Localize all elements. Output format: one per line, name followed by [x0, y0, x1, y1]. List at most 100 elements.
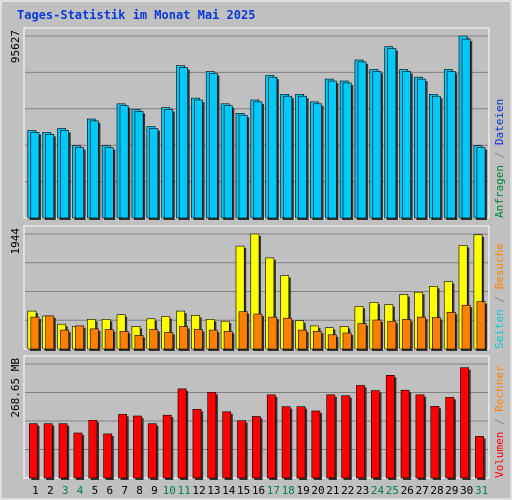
kbytes-bar [207, 391, 217, 479]
kbytes-bar [475, 436, 484, 479]
day-label: 3 [62, 484, 69, 497]
kbytes-bar [103, 433, 113, 479]
visits-bar [476, 301, 486, 350]
day-label: 10 [163, 484, 176, 497]
day-label: 5 [92, 484, 99, 497]
visits-bar [312, 330, 322, 350]
kbytes-bar [460, 367, 469, 479]
kbytes-bar [192, 408, 202, 479]
kbytes-bar [415, 394, 425, 479]
files-bar [75, 147, 84, 219]
visits-bar [238, 311, 248, 350]
visits-bar [60, 329, 69, 350]
kbytes-bar [266, 394, 276, 479]
side-legend: Volumen / Rechner [493, 365, 506, 478]
day-label: 23 [356, 484, 369, 497]
day-label: 22 [341, 484, 354, 497]
visits-bar [104, 329, 114, 350]
chart-panels: 95627 1944 268.65 MB Anfragen / Dateien Seit… [9, 27, 506, 480]
max-label: 1944 [9, 228, 22, 255]
kbytes-bar [43, 423, 53, 479]
files-bar [60, 130, 69, 219]
visits-bar [327, 334, 337, 350]
files-bar [89, 120, 99, 219]
files-bar [119, 105, 129, 219]
visits-bar [164, 332, 174, 350]
day-labels: 1 2 3 4 5 6 7 8 9 10 11 12 13 14 15 16 17 18 19 20 21 22 23 24 2… [32, 484, 488, 497]
day-label: 31 [475, 484, 488, 497]
kbytes-bar [88, 419, 98, 479]
kbytes-bar [385, 374, 395, 479]
panel-pages_visits: 1944 [9, 225, 490, 351]
visits-bar [446, 311, 456, 350]
day-label: 15 [237, 484, 250, 497]
files-bar [223, 105, 233, 219]
kbytes-bar [133, 415, 142, 479]
files-bar [194, 99, 203, 219]
visits-bar [179, 326, 188, 350]
side-legend-part: Dateien [493, 99, 506, 145]
kbytes-bar [326, 394, 336, 479]
files-bar [283, 95, 293, 219]
day-label: 19 [296, 484, 309, 497]
kbytes-bar [252, 416, 261, 479]
files-bar [298, 95, 307, 219]
day-label: 16 [252, 484, 265, 497]
visits-bar [402, 319, 411, 350]
max-label: 268.65 MB [9, 358, 22, 418]
files-bar [312, 103, 322, 219]
day-label: 18 [282, 484, 295, 497]
visits-bar [461, 304, 471, 350]
side-legend: Seiten / Besuche [493, 243, 506, 349]
files-bar [417, 78, 426, 219]
day-label: 17 [267, 484, 280, 497]
files-bar [253, 101, 263, 219]
files-bar [431, 95, 441, 219]
files-bar [476, 147, 486, 219]
visits-bar [268, 316, 278, 350]
visits-bar [89, 328, 99, 350]
files-bar [164, 109, 174, 219]
files-bar [149, 128, 159, 219]
files-bar [179, 67, 188, 219]
max-label: 95627 [9, 30, 22, 63]
visits-bar [298, 329, 307, 350]
files-bar [268, 76, 278, 219]
day-label: 24 [371, 484, 385, 497]
files-bar [387, 48, 397, 219]
files-bar [461, 38, 471, 219]
side-legend-part: / [493, 412, 506, 432]
kbytes-bar [73, 432, 83, 479]
kbytes-bar [281, 406, 291, 479]
visits-bar [417, 316, 426, 350]
day-label: 29 [445, 484, 458, 497]
side-legend-part: / [493, 289, 506, 309]
files-bar [238, 114, 248, 219]
kbytes-bar [177, 388, 187, 479]
day-label: 8 [136, 484, 143, 497]
kbytes-bar [118, 413, 127, 479]
day-label: 27 [415, 484, 428, 497]
files-bar [104, 147, 114, 219]
kbytes-bar [370, 390, 380, 479]
side-legend-part: / [493, 145, 506, 165]
day-label: 12 [192, 484, 205, 497]
day-label: 26 [401, 484, 414, 497]
visits-bar [119, 330, 129, 350]
files-bar [342, 82, 352, 219]
files-bar [134, 111, 144, 219]
visits-bar [149, 329, 159, 350]
day-label: 6 [106, 484, 113, 497]
kbytes-bar [296, 406, 306, 479]
day-label: 25 [386, 484, 399, 497]
side-legend-part: Rechner [493, 365, 506, 412]
visits-bar [431, 317, 441, 350]
files-bar [45, 134, 55, 219]
visits-bar [342, 332, 352, 350]
side-legend-part: Seiten [493, 309, 506, 349]
kbytes-bar [222, 411, 232, 479]
day-label: 13 [207, 484, 220, 497]
kbytes-bar [445, 397, 455, 479]
